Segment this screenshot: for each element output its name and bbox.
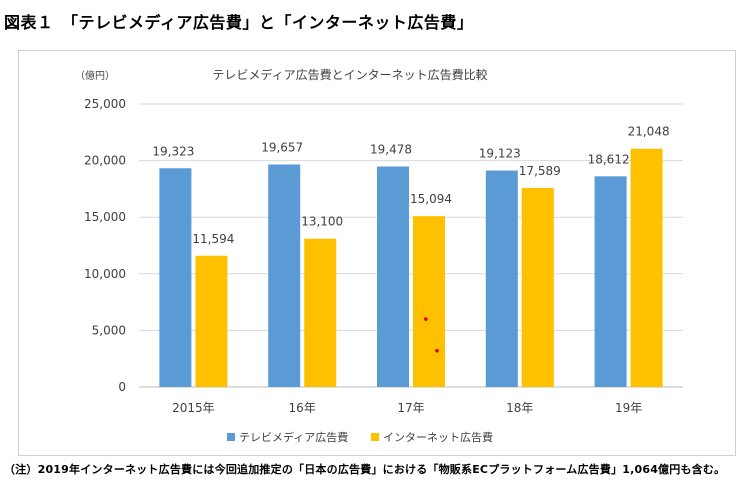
figure-title: 図表１ 「テレビメディア広告費」と「インターネット広告費」 xyxy=(4,13,474,32)
bar xyxy=(413,216,445,387)
gridlines xyxy=(139,103,683,388)
x-tick-label: 18年 xyxy=(506,401,533,415)
y-tick-label: 20,000 xyxy=(84,154,126,168)
y-tick-label: 25,000 xyxy=(84,97,126,111)
x-tick-label: 2015年 xyxy=(172,401,215,415)
data-label: 21,048 xyxy=(628,125,670,139)
bar xyxy=(377,166,409,387)
y-tick-label: 10,000 xyxy=(84,267,126,281)
bar xyxy=(159,168,192,387)
legend-label: テレビメディア広告費 xyxy=(239,430,348,444)
annotation-marks xyxy=(424,317,439,353)
data-labels: 19,323 11,594 19,657 13,100 19,478 15,094 19,1… xyxy=(152,125,669,246)
data-label: 19,323 xyxy=(152,144,194,158)
bar xyxy=(521,187,554,387)
data-label: 19,123 xyxy=(479,147,521,161)
chart-frame: テレビメディア広告費とインターネット広告費比較 （億円） 0 5,000 10,00… xyxy=(18,50,736,456)
data-label: 19,478 xyxy=(370,143,412,157)
bar xyxy=(195,255,228,387)
y-tick-label: 5,000 xyxy=(92,323,126,337)
y-tick-label: 0 xyxy=(118,380,126,394)
data-label: 19,657 xyxy=(261,140,303,154)
bar xyxy=(268,164,301,387)
legend-swatch xyxy=(371,433,379,441)
annotation-dot xyxy=(435,348,439,353)
data-label: 18,612 xyxy=(588,152,630,166)
data-label: 17,589 xyxy=(519,164,561,178)
x-tick-label: 16年 xyxy=(289,401,316,415)
data-label: 15,094 xyxy=(410,192,452,206)
x-axis-ticks: 2015年 16年 17年 18年 19年 xyxy=(172,401,642,415)
legend-label: インターネット広告費 xyxy=(383,430,493,444)
bars xyxy=(159,148,663,387)
footnote: （注）2019年インターネット広告費には今回追加推定の「日本の広告費」における「… xyxy=(4,463,726,476)
data-label: 11,594 xyxy=(192,232,234,246)
legend-swatch xyxy=(227,433,235,441)
x-tick-label: 17年 xyxy=(397,401,424,415)
y-axis-ticks: 0 5,000 10,000 15,000 20,000 25,000 xyxy=(84,97,126,394)
x-tick-label: 19年 xyxy=(615,401,642,415)
chart-title: テレビメディア広告費とインターネット広告費比較 xyxy=(212,67,487,82)
bar xyxy=(594,176,627,387)
y-tick-label: 15,000 xyxy=(84,210,126,224)
legend: テレビメディア広告費 インターネット広告費 xyxy=(227,430,493,444)
y-axis-unit: （億円） xyxy=(75,69,115,82)
bar xyxy=(485,170,518,387)
data-label: 13,100 xyxy=(301,215,343,229)
bar-chart: テレビメディア広告費とインターネット広告費比較 （億円） 0 5,000 10,00… xyxy=(75,67,683,444)
annotation-dot xyxy=(424,317,428,321)
bar xyxy=(304,238,337,387)
bar xyxy=(630,148,663,387)
